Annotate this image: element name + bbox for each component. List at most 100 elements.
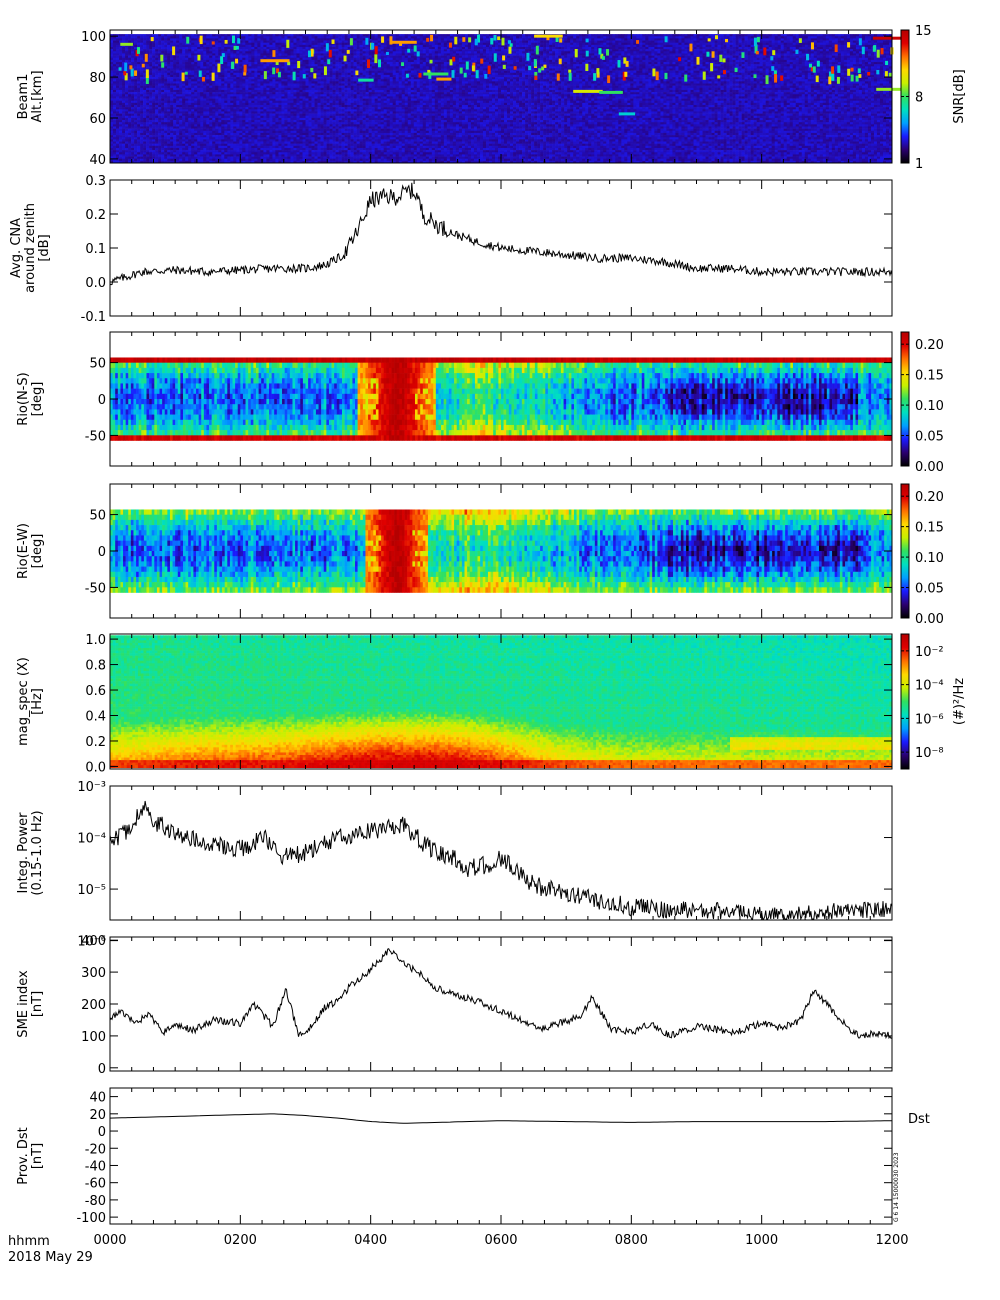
- heatmap-cell: [125, 81, 128, 83]
- heatmap-cell: [233, 154, 236, 156]
- heatmap-cell: [149, 148, 152, 150]
- heatmap-cell: [185, 64, 188, 66]
- heatmap-cell: [209, 92, 212, 94]
- heatmap-cell: [182, 152, 185, 154]
- heatmap-cell: [230, 71, 233, 73]
- heatmap-cell: [122, 92, 125, 94]
- heatmap-cell: [125, 88, 128, 90]
- heatmap-cell: [125, 86, 128, 88]
- heatmap-cell: [158, 148, 161, 150]
- heatmap-cell: [185, 79, 188, 81]
- heatmap-cell: [170, 99, 173, 101]
- heatmap-cell: [209, 84, 212, 86]
- heatmap-cell: [218, 150, 221, 152]
- heatmap-cell: [170, 86, 173, 88]
- heatmap-cell: [170, 79, 173, 81]
- heatmap-cell: [203, 56, 206, 58]
- heatmap-cell: [227, 36, 230, 38]
- heatmap-cell: [131, 58, 134, 60]
- heatmap-cell: [140, 34, 143, 36]
- heatmap-cell: [197, 103, 200, 105]
- heatmap-cell: [152, 101, 155, 103]
- heatmap-cell: [116, 96, 119, 98]
- heatmap-cell: [128, 137, 131, 139]
- heatmap-cell: [158, 114, 161, 116]
- heatmap-cell: [215, 56, 218, 58]
- heatmap-cell: [188, 77, 191, 79]
- heatmap-cell: [218, 51, 221, 53]
- heatmap-cell: [182, 38, 185, 40]
- heatmap-cell: [209, 81, 212, 83]
- heatmap-cell: [146, 150, 149, 152]
- heatmap-cell: [113, 135, 116, 137]
- heatmap-cell: [149, 62, 152, 64]
- heatmap-cell: [116, 133, 119, 135]
- heatmap-cell: [227, 103, 230, 105]
- heatmap-cell: [149, 53, 152, 55]
- heatmap-cell: [200, 122, 203, 124]
- heatmap-cell: [170, 73, 173, 75]
- heatmap-cell: [155, 47, 158, 49]
- heatmap-cell: [146, 88, 149, 90]
- heatmap-cell: [113, 81, 116, 83]
- heatmap-cell: [179, 150, 182, 152]
- heatmap-cell: [191, 99, 194, 101]
- heatmap-cell: [119, 126, 122, 128]
- heatmap-cell: [155, 92, 158, 94]
- heatmap-cell: [227, 38, 230, 40]
- heatmap-cell: [167, 45, 170, 47]
- heatmap-cell: [116, 126, 119, 128]
- heatmap-cell: [185, 62, 188, 64]
- heatmap-cell: [122, 114, 125, 116]
- heatmap-cell: [215, 116, 218, 118]
- heatmap-cell: [224, 73, 227, 75]
- heatmap-cell: [167, 51, 170, 53]
- heatmap-cell: [206, 148, 209, 150]
- heatmap-cell: [212, 124, 215, 126]
- heatmap-cell: [194, 66, 197, 68]
- heatmap-cell: [215, 148, 218, 150]
- heatmap-cell: [170, 101, 173, 103]
- heatmap-cell: [134, 154, 137, 156]
- heatmap-cell: [194, 133, 197, 135]
- heatmap-cell: [209, 116, 212, 118]
- heatmap-cell: [179, 43, 182, 45]
- heatmap-cell: [176, 120, 179, 122]
- heatmap-cell: [218, 131, 221, 133]
- heatmap-cell: [227, 71, 230, 73]
- heatmap-cell: [212, 116, 215, 118]
- heatmap-cell: [143, 124, 146, 126]
- heatmap-cell: [179, 107, 182, 109]
- heatmap-cell: [167, 38, 170, 40]
- heatmap-cell: [191, 94, 194, 96]
- heatmap-cell: [134, 152, 137, 154]
- heatmap-cell: [203, 137, 206, 139]
- heatmap-cell: [113, 84, 116, 86]
- heatmap-cell: [176, 49, 179, 51]
- heatmap-cell: [203, 99, 206, 101]
- heatmap-cell: [215, 79, 218, 81]
- heatmap-cell: [185, 66, 188, 68]
- heatmap-cell: [128, 36, 131, 38]
- heatmap-cell: [113, 107, 116, 109]
- heatmap-cell: [179, 152, 182, 154]
- heatmap-cell: [131, 101, 134, 103]
- heatmap-cell: [206, 53, 209, 55]
- heatmap-cell: [224, 68, 227, 70]
- heatmap-cell: [233, 77, 236, 79]
- heatmap-cell: [197, 45, 200, 47]
- heatmap-cell: [221, 84, 224, 86]
- heatmap-cell: [200, 129, 203, 131]
- heatmap-cell: [176, 71, 179, 73]
- heatmap-cell: [167, 148, 170, 150]
- heatmap-cell: [143, 36, 146, 38]
- heatmap-cell: [143, 38, 146, 40]
- heatmap-cell: [236, 142, 239, 144]
- heatmap-cell: [113, 124, 116, 126]
- heatmap-cell: [143, 94, 146, 96]
- heatmap-cell: [191, 154, 194, 156]
- heatmap-cell: [149, 94, 152, 96]
- heatmap-cell: [227, 58, 230, 60]
- heatmap-cell: [212, 135, 215, 137]
- heatmap-cell: [161, 137, 164, 139]
